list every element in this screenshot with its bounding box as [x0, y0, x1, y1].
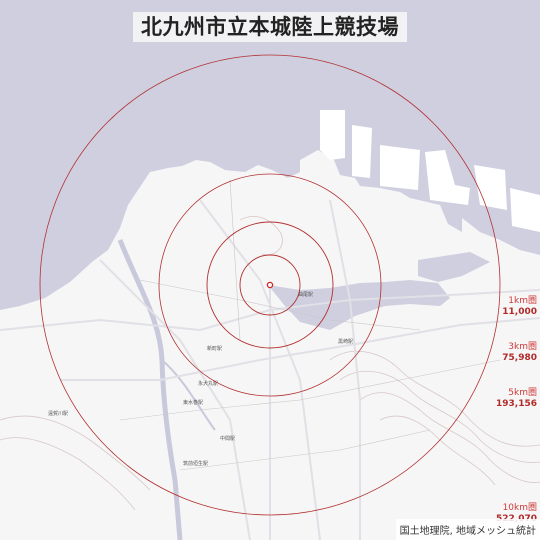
station-label: 曲尾駅	[298, 291, 313, 298]
ring-name: 10km圏	[502, 503, 537, 513]
station-label: 筑前垣生駅	[183, 460, 208, 467]
ring-population: 193,156	[496, 399, 537, 409]
bay-water	[268, 252, 490, 330]
ring-label-5km: 5km圏 193,156	[496, 388, 537, 410]
station-label: 永犬丸駅	[198, 380, 218, 387]
minor-roads	[119, 179, 501, 471]
ring-name: 3km圏	[508, 342, 537, 352]
station-label: 黒崎駅	[338, 338, 353, 345]
station-labels: 新町駅 曲尾駅 黒崎駅 永犬丸駅 東水巻駅 中間駅 筑前垣生駅 遠賀川駅	[48, 291, 353, 467]
ring-10km	[39, 54, 501, 516]
distance-rings	[39, 54, 501, 516]
ring-population: 75,980	[502, 353, 537, 363]
ring-name: 5km圏	[508, 388, 537, 398]
venue-marker-icon[interactable]	[266, 281, 274, 289]
ring-name: 1km圏	[508, 296, 537, 306]
map-title: 北九州市立本城陸上競技場	[133, 12, 407, 42]
map-attribution: 国土地理院, 地域メッシュ統計	[395, 519, 540, 540]
station-label: 中間駅	[220, 435, 235, 442]
ring-5km	[158, 173, 382, 397]
ring-label-1km: 1km圏 11,000	[502, 296, 537, 318]
ring-3km	[206, 221, 334, 349]
ring-population: 11,000	[502, 307, 537, 317]
port-piers	[320, 110, 540, 232]
roads	[0, 199, 540, 540]
station-label: 新町駅	[207, 345, 222, 352]
sea-area	[0, 0, 540, 310]
station-label: 東水巻駅	[183, 399, 203, 406]
ring-1km	[239, 254, 301, 316]
station-label: 遠賀川駅	[48, 410, 68, 417]
river-branch	[161, 359, 216, 431]
ring-label-3km: 3km圏 75,980	[502, 342, 537, 364]
